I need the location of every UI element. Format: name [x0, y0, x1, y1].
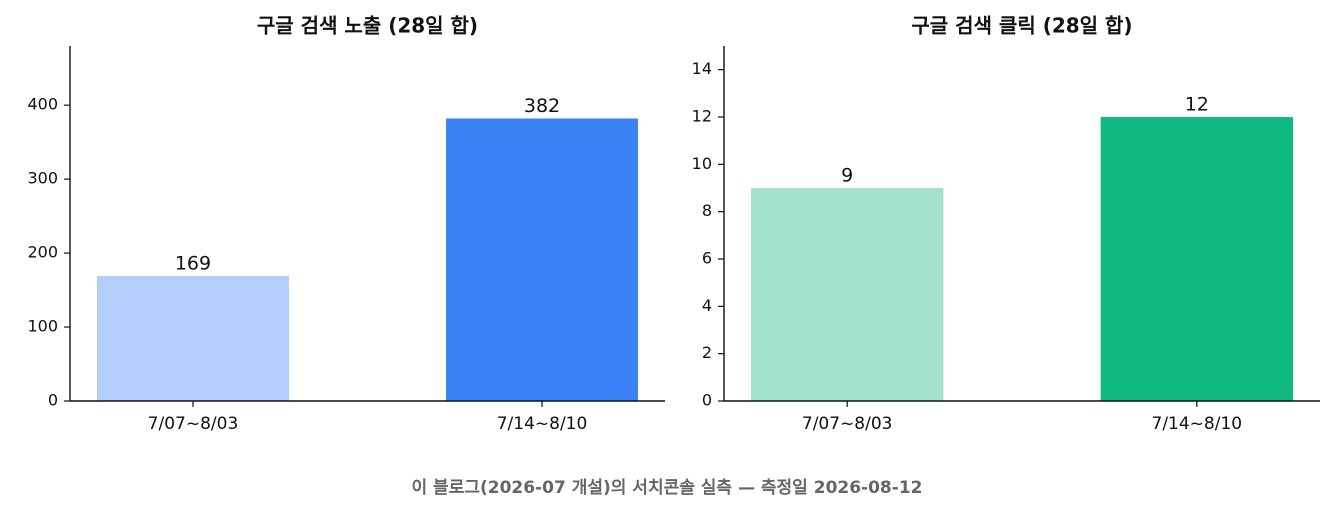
x-tick-label: 7/07~8/03 — [802, 414, 893, 434]
value-label: 12 — [1185, 94, 1209, 116]
y-tick-label: 300 — [27, 169, 58, 188]
value-label: 9 — [841, 165, 853, 187]
y-tick-label: 100 — [27, 317, 58, 336]
y-tick-label: 12 — [692, 107, 712, 126]
y-tick-label: 400 — [27, 95, 58, 114]
y-tick-label: 14 — [692, 59, 712, 78]
bar — [1100, 117, 1294, 401]
caption: 이 블로그(2026-07 개설)의 서치콘솔 실측 — 측정일 2026-08… — [412, 478, 923, 498]
bar — [97, 276, 290, 401]
x-tick-label: 7/14~8/10 — [497, 414, 588, 434]
chart-title: 구글 검색 노출 (28일 합) — [257, 14, 478, 38]
bar — [751, 188, 944, 401]
y-tick-label: 2 — [702, 343, 712, 362]
y-tick-label: 4 — [702, 296, 712, 315]
y-tick-label: 8 — [702, 201, 712, 220]
y-tick-label: 200 — [27, 243, 58, 262]
y-tick-label: 0 — [702, 391, 712, 410]
value-label: 169 — [175, 253, 211, 275]
bar — [446, 118, 639, 402]
y-tick-label: 10 — [692, 154, 712, 173]
value-label: 382 — [524, 95, 560, 117]
x-tick-label: 7/07~8/03 — [148, 414, 239, 434]
chart-title: 구글 검색 클릭 (28일 합) — [911, 14, 1132, 38]
y-tick-label: 0 — [48, 391, 58, 410]
y-tick-label: 6 — [702, 249, 712, 268]
x-tick-label: 7/14~8/10 — [1152, 414, 1243, 434]
